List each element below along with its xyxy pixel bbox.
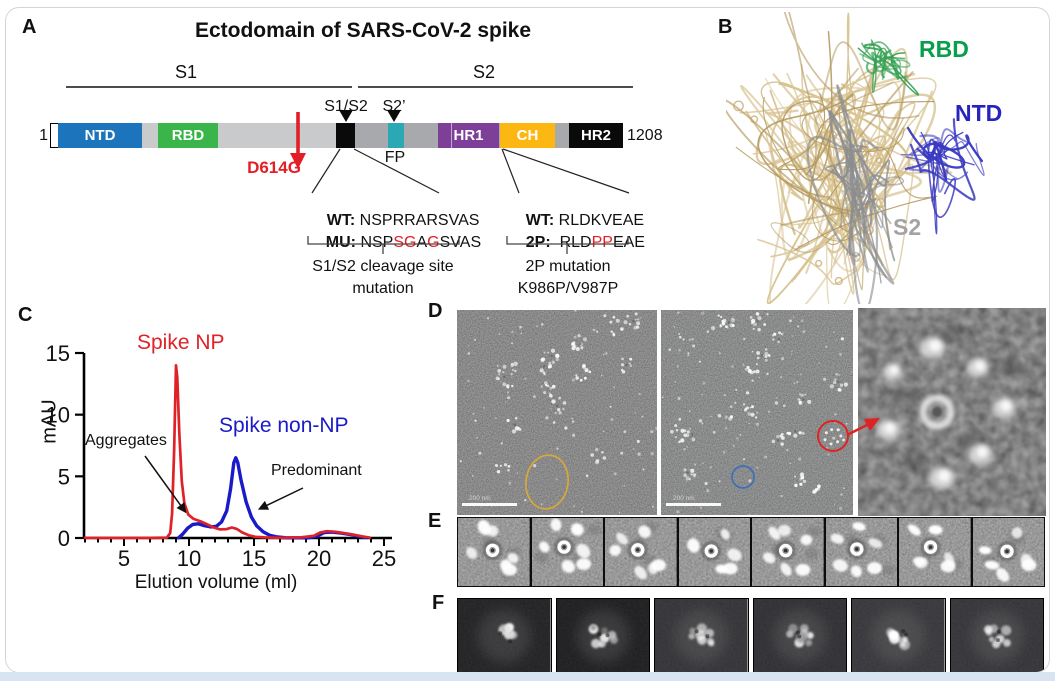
predominant-annotation: Predominant	[271, 462, 362, 479]
panel-e-label: E	[428, 510, 442, 532]
svg-text:10: 10	[177, 546, 201, 571]
particle-class-average-tile	[654, 598, 749, 672]
s1s2-site-label: S1/S2	[324, 98, 368, 115]
micrograph-np-spike-field: 200 nm	[457, 310, 657, 515]
rosette-class-average-tile	[752, 518, 824, 586]
svg-text:15: 15	[242, 546, 266, 571]
rosette-class-average-tile	[605, 518, 677, 586]
panel-f-label: F	[432, 592, 445, 614]
particle-class-average-tile	[457, 598, 552, 672]
residue-start-label: 1	[39, 127, 48, 144]
rosette-class-average-tile	[972, 518, 1044, 586]
cleavage-wt-prefix: WT:	[326, 212, 356, 229]
twop-caption-2: K986P/V987P	[517, 280, 619, 297]
ch-domain-box: CH	[500, 123, 555, 148]
cleavage-caption-2: mutation	[352, 280, 414, 297]
cleavage-wt-seq: NSPRRARSVAS	[359, 212, 480, 229]
twop-wt-sequence: WT: RLDKVEAE	[508, 194, 644, 248]
aggregates-annotation: Aggregates	[85, 432, 167, 449]
twop-wt-prefix: WT:	[525, 212, 555, 229]
fp-label: FP	[384, 149, 406, 166]
s1-segment-label: S1	[174, 62, 198, 82]
y-axis-title: mAU	[38, 399, 61, 444]
s2-segment-label: S2	[472, 62, 496, 82]
micrograph-np-spike-field-2: 200 nm	[661, 310, 853, 515]
x-axis-title: Elution volume (ml)	[134, 572, 298, 593]
particle-class-average-tile	[752, 598, 847, 672]
class-average-row-particles	[457, 598, 1044, 672]
leader-line-cleavage-left	[311, 148, 341, 194]
svg-text:15: 15	[46, 341, 70, 366]
page-bottom-strip	[0, 672, 1055, 681]
hr2-domain-box: HR2	[569, 123, 623, 148]
svg-text:20: 20	[307, 546, 331, 571]
fp-domain-box	[388, 123, 404, 148]
rosette-class-average-tile	[458, 518, 530, 586]
figure-card: A Ectodomain of SARS-CoV-2 spike S1 S2 S…	[5, 7, 1050, 673]
s1s2-cleavage-box	[336, 123, 355, 148]
sec-chromatogram-chart: 5 10 15 20 25 0 5 10 15	[46, 341, 397, 571]
particle-class-average-tile	[555, 598, 650, 672]
structure-rbd-label: RBD	[919, 36, 969, 62]
particle-class-average-tile	[851, 598, 946, 672]
spike-domain-bar: 1 NTD RBD HR1 CH HR2 1208	[6, 123, 706, 148]
svg-text:25: 25	[372, 546, 396, 571]
panel-b-label: B	[718, 16, 733, 38]
svg-text:10: 10	[46, 403, 70, 428]
series-label-spike-non-np: Spike non-NP	[219, 414, 349, 437]
leader-line-2p-left	[501, 148, 520, 194]
svg-text:5: 5	[118, 546, 130, 571]
rosette-class-average-tile	[825, 518, 897, 586]
twop-mu-prefix: 2P:	[525, 234, 551, 251]
rbd-domain-box: RBD	[158, 123, 218, 148]
panel-c-label: C	[18, 304, 33, 326]
panel-d-label: D	[428, 300, 443, 322]
cleavage-caption-1: S1/S2 cleavage site	[312, 258, 454, 275]
rosette-class-average-tile	[678, 518, 750, 586]
particle-class-average-tile	[949, 598, 1044, 672]
s2prime-site-label: S2’	[382, 98, 406, 115]
class-average-row-rosettes	[457, 517, 1045, 587]
cleavage-mu-seq: NSPSGAGSVAS	[360, 234, 482, 251]
svg-text:200 nm: 200 nm	[673, 495, 695, 502]
structure-ntd-label: NTD	[955, 100, 1003, 126]
hr1-domain-box: HR1	[438, 123, 499, 148]
panel-a-title: Ectodomain of SARS-CoV-2 spike	[194, 19, 532, 42]
svg-text:5: 5	[58, 464, 70, 489]
series-label-spike-np: Spike NP	[137, 331, 225, 354]
panel-a-label: A	[22, 16, 37, 38]
rosette-class-average-tile	[531, 518, 603, 586]
spike-structure-ribbon	[726, 12, 985, 304]
d614g-label: D614G	[247, 158, 301, 177]
cleavage-mu-prefix: MU:	[325, 234, 356, 251]
residue-end-label: 1208	[627, 127, 663, 144]
leader-line-2p-right	[502, 148, 630, 194]
svg-text:0: 0	[58, 526, 70, 551]
rosette-class-average-tile	[899, 518, 971, 586]
svg-text:200 nm: 200 nm	[469, 495, 491, 502]
twop-mu-seq: RLDPPEAE	[559, 234, 645, 251]
micrograph-zoomed-rosette	[858, 308, 1046, 516]
structure-s2-label: S2	[893, 214, 922, 240]
ntd-domain-box: NTD	[58, 123, 142, 148]
cleavage-wt-sequence: WT: NSPRRARSVAS	[309, 194, 480, 248]
hr1-hairline	[451, 123, 452, 148]
twop-caption-1: 2P mutation	[525, 258, 611, 275]
twop-wt-seq: RLDKVEAE	[558, 212, 645, 229]
